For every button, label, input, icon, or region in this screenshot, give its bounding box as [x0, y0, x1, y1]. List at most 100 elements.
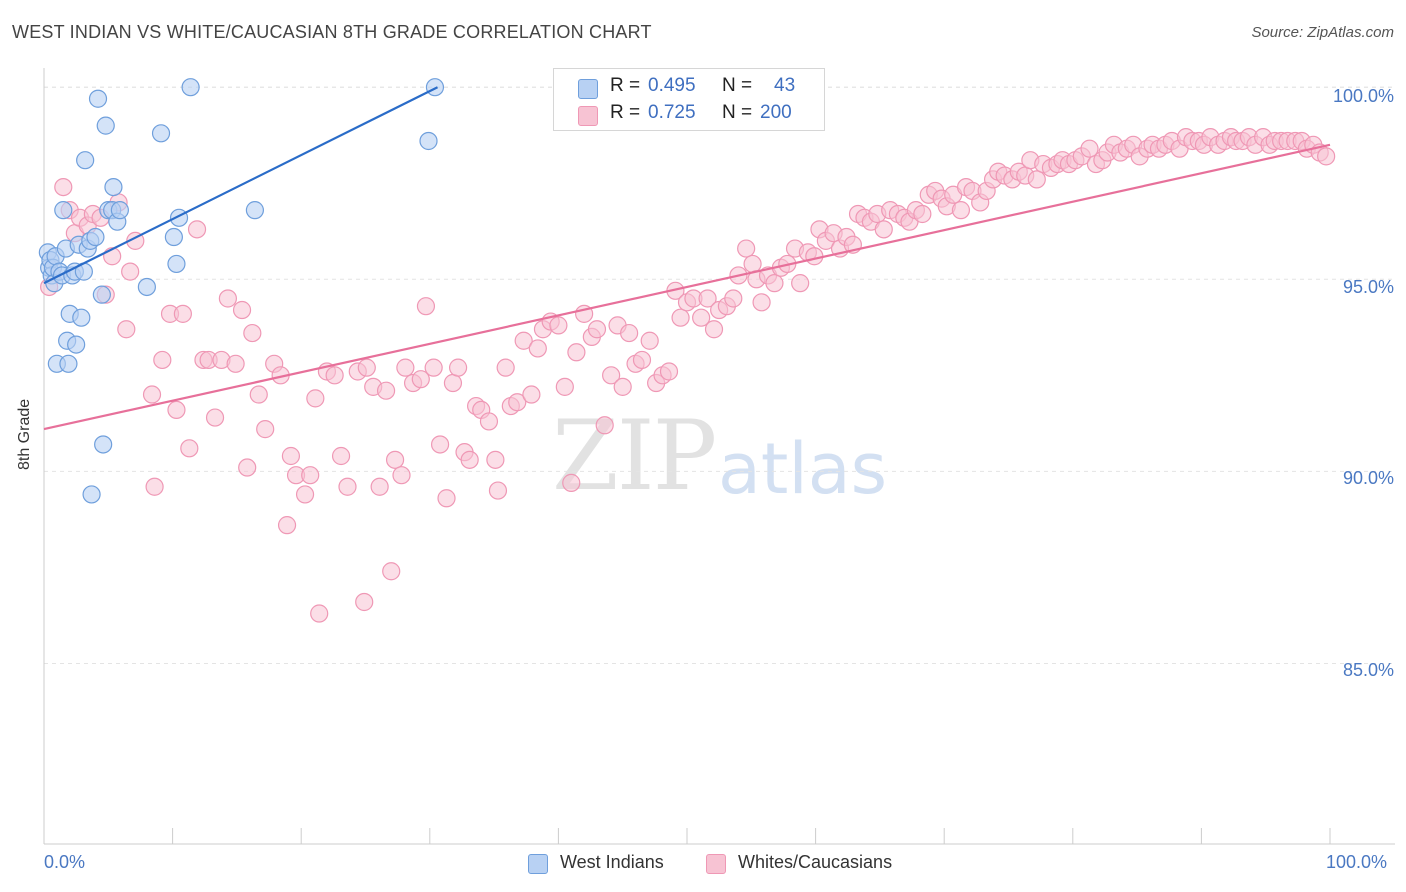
whites-point — [1317, 147, 1336, 166]
whites-point — [385, 450, 405, 469]
west-indians-point — [425, 78, 445, 97]
west-indians-point — [181, 78, 200, 97]
whites-point — [791, 274, 810, 293]
whites-point — [620, 323, 639, 343]
whites-point — [306, 389, 325, 408]
whites-point — [310, 604, 329, 623]
r-value: 0.725 — [648, 102, 696, 123]
source-credit: Source: ZipAtlas.com — [1251, 24, 1394, 41]
west-indians-point — [82, 485, 101, 504]
whites-point — [698, 289, 717, 308]
y-tick-label-90: 90.0% — [1342, 468, 1394, 488]
west-indians-point — [59, 354, 78, 373]
stats-box: R = 0.495 N = 43 R = 0.725 N = 200 — [553, 68, 825, 131]
whites-point — [281, 446, 301, 466]
whites-point — [1027, 170, 1046, 189]
r-label: R = — [610, 75, 641, 96]
whites-point — [187, 220, 207, 239]
whites-point — [522, 385, 541, 404]
whites-point — [737, 239, 756, 258]
whites-point — [117, 320, 136, 339]
west-indians-point — [419, 131, 438, 151]
whites-point — [765, 274, 784, 293]
whites-point — [54, 177, 73, 197]
whites-point — [1080, 139, 1099, 158]
whites-point — [555, 377, 574, 396]
west-indians-point — [72, 308, 91, 327]
whites-point — [437, 489, 456, 508]
whites-point — [180, 439, 199, 458]
west-indians-point — [96, 116, 115, 135]
legend-label: Whites/Caucasians — [738, 852, 893, 872]
whites-point — [153, 350, 172, 370]
west-indians-point — [86, 227, 105, 247]
whites-point — [514, 331, 533, 350]
whites-point — [416, 297, 436, 316]
west-indians-point — [137, 277, 156, 297]
whites-point — [587, 320, 607, 339]
n-value: 200 — [760, 102, 792, 123]
whites-point — [562, 473, 581, 492]
west-indians-point — [110, 201, 129, 220]
west-indians-point — [88, 89, 108, 108]
whites-point — [632, 350, 652, 370]
whites-point — [338, 477, 357, 496]
whites-point — [595, 416, 614, 435]
whites-point — [743, 254, 762, 274]
y-tick-label-100: 100.0% — [1332, 86, 1394, 106]
whites-point — [205, 408, 225, 427]
whites-trend-line — [43, 143, 1331, 431]
whites-point — [602, 366, 621, 385]
y-tick-label-85: 85.0% — [1342, 660, 1394, 680]
whites-point — [249, 385, 268, 404]
whites-point — [913, 204, 932, 224]
west-indians-point — [164, 227, 183, 247]
watermark-zip: ZIP — [552, 400, 717, 512]
r-label: R = — [610, 102, 641, 123]
whites-point — [145, 477, 164, 496]
west-indians-point — [92, 285, 111, 304]
west-indians-legend-swatch — [528, 854, 548, 874]
n-label: N = — [722, 102, 753, 123]
chart-title: WEST INDIAN VS WHITE/CAUCASIAN 8TH GRADE… — [12, 22, 652, 42]
watermark-atlas: atlas — [718, 428, 888, 510]
west-indians-trend-line — [43, 86, 439, 285]
whites-point — [325, 366, 344, 385]
r-value: 0.495 — [648, 75, 696, 96]
whites-point — [724, 289, 743, 308]
whites-point — [256, 420, 275, 439]
whites-point — [411, 370, 430, 389]
legend-label: West Indians — [560, 852, 664, 872]
n-label: N = — [722, 75, 753, 96]
west-indians-point — [94, 435, 113, 454]
stats-row-whites: R = 0.725 N = 200 — [554, 102, 824, 128]
whites-point — [528, 339, 547, 358]
whites-point — [430, 435, 450, 454]
whites-point — [173, 304, 192, 323]
whites-point — [370, 477, 389, 496]
whites-point — [549, 316, 568, 335]
x-tick-label-0: 0.0% — [44, 852, 86, 872]
whites-point — [142, 385, 162, 404]
y-tick-label-95: 95.0% — [1342, 277, 1394, 297]
whites-point — [443, 373, 463, 393]
west-indians-point — [54, 201, 73, 220]
whites-point — [392, 466, 411, 485]
west-indians-point — [167, 254, 186, 274]
whites-point — [704, 320, 724, 339]
whites-point — [479, 412, 499, 431]
whites-point — [424, 358, 443, 377]
whites-point — [376, 381, 396, 400]
whites-point — [692, 308, 711, 327]
whites-point — [448, 358, 468, 377]
whites-point — [301, 466, 320, 485]
whites-point — [671, 308, 690, 327]
whites-point — [659, 362, 679, 381]
west-indians-point — [104, 177, 123, 197]
whites-point — [238, 458, 257, 477]
whites-point — [488, 481, 508, 500]
whites-point — [496, 358, 515, 377]
x-tick-label-100: 100.0% — [1326, 852, 1388, 872]
whites-point — [232, 300, 252, 320]
